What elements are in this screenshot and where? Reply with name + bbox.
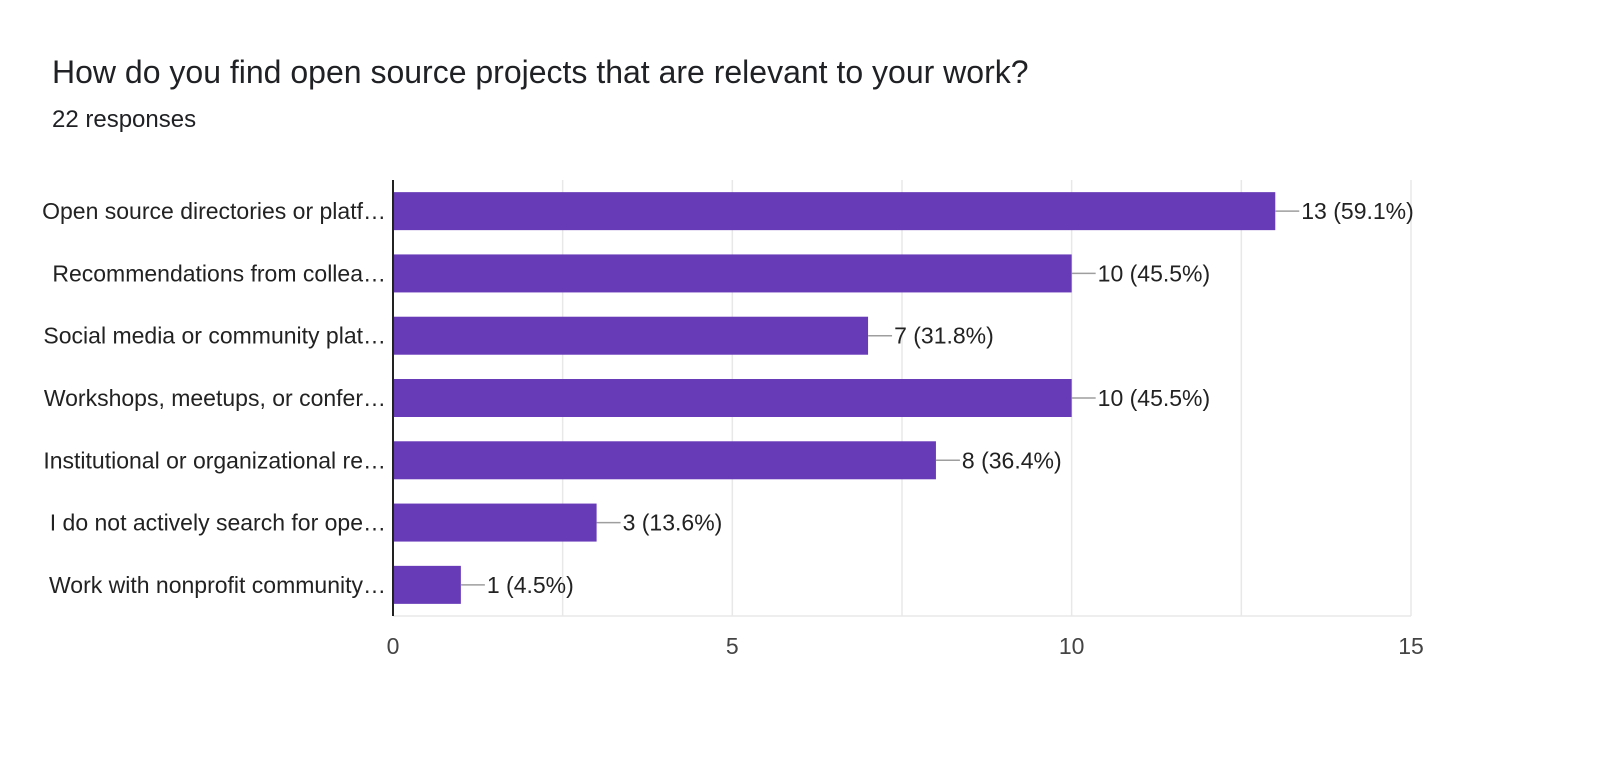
bar[interactable] [393,503,597,542]
category-label: Workshops, meetups, or confer… [44,385,386,411]
x-tick-label: 15 [1398,633,1424,659]
data-label: 10 (45.5%) [1098,385,1211,411]
data-label: 3 (13.6%) [623,510,723,536]
data-label: 8 (36.4%) [962,447,1062,473]
category-label: Institutional or organizational re… [43,447,386,473]
data-label: 10 (45.5%) [1098,260,1211,286]
response-count: 22 responses [52,106,197,133]
axes: 0 5 10 15 [387,180,1424,659]
category-label: Social media or community plat… [43,323,386,349]
bar[interactable] [393,254,1072,293]
bar[interactable] [393,316,869,355]
data-label: 13 (59.1%) [1301,198,1414,224]
bars [393,192,1276,604]
category-label: Recommendations from collea… [52,260,386,286]
bar[interactable] [393,192,1276,231]
category-label: Open source directories or platf… [42,198,386,224]
data-label: 7 (31.8%) [894,323,994,349]
data-label: 1 (4.5%) [487,572,574,598]
category-label: Work with nonprofit community… [49,572,386,598]
bar[interactable] [393,379,1072,417]
x-tick-label: 5 [726,633,739,659]
bar[interactable] [393,441,936,480]
category-label: I do not actively search for ope… [50,510,386,536]
x-tick-label: 0 [387,633,400,659]
labels: Open source directories or platf… 13 (59.… [42,198,1414,598]
question-title: How do you find open source projects tha… [52,54,1029,90]
bar[interactable] [393,565,461,604]
x-tick-label: 10 [1059,633,1085,659]
